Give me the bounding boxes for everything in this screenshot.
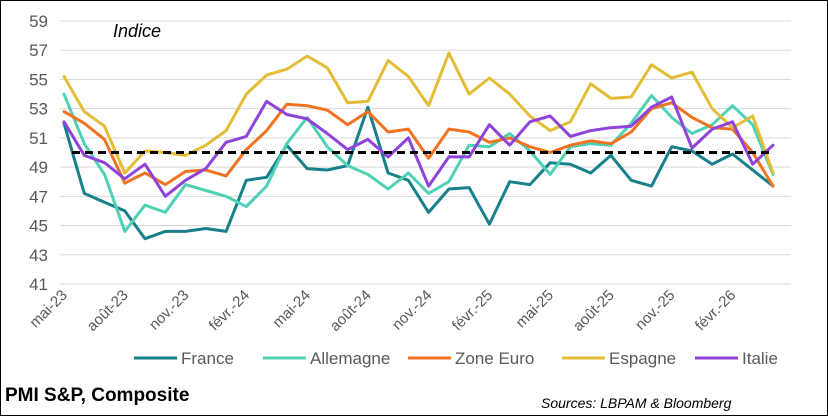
chart-caption-title: PMI S&P, Composite bbox=[5, 385, 190, 406]
series-line-espagne bbox=[62, 51, 775, 175]
legend-label: Zone Euro bbox=[455, 349, 534, 368]
series-line-allemagne bbox=[62, 92, 775, 233]
y-tick-label: 43 bbox=[29, 246, 48, 265]
y-tick-label: 41 bbox=[29, 275, 48, 294]
x-tick-label: févr.-26 bbox=[692, 287, 739, 334]
chart-source-note: Sources: LBPAM & Bloomberg bbox=[541, 395, 732, 411]
y-tick-label: 45 bbox=[29, 217, 48, 236]
x-tick-label: mai-24 bbox=[269, 287, 313, 331]
x-tick-label: mai-25 bbox=[513, 287, 557, 331]
legend-label: Italie bbox=[742, 349, 778, 368]
legend-label: Allemagne bbox=[310, 349, 390, 368]
y-tick-label: 47 bbox=[29, 187, 48, 206]
series-line-zone-euro bbox=[62, 101, 775, 188]
y-tick-label: 55 bbox=[29, 70, 48, 89]
y-tick-label: 51 bbox=[29, 129, 48, 148]
x-tick-label: août-25 bbox=[570, 287, 618, 335]
series-line-france bbox=[62, 105, 775, 241]
legend-label: France bbox=[181, 349, 234, 368]
y-tick-label: 49 bbox=[29, 158, 48, 177]
legend-label: Espagne bbox=[609, 349, 676, 368]
x-tick-label: nov.-25 bbox=[632, 287, 679, 334]
x-tick-label: févr.-25 bbox=[449, 287, 496, 334]
x-tick-label: nov.-24 bbox=[389, 287, 436, 334]
x-tick-label: nov.-23 bbox=[146, 287, 193, 334]
x-tick-label: févr.-24 bbox=[206, 287, 253, 334]
y-tick-label: 57 bbox=[29, 41, 48, 60]
y-tick-label: 59 bbox=[29, 12, 48, 31]
chart-subtitle: Indice bbox=[113, 21, 161, 41]
y-tick-label: 53 bbox=[29, 100, 48, 119]
series-line-italie bbox=[62, 95, 775, 198]
x-tick-label: août-23 bbox=[84, 287, 132, 335]
x-tick-label: août-24 bbox=[327, 287, 375, 335]
